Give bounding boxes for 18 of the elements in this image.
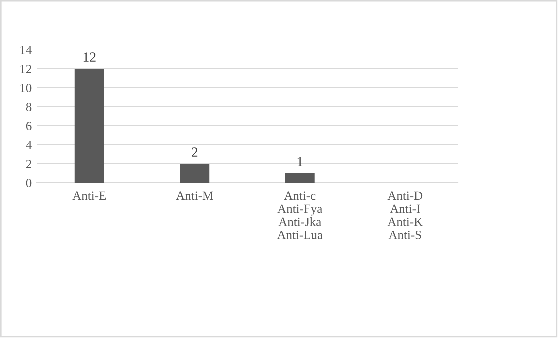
- x-tick-label: Anti-E: [72, 192, 106, 200]
- data-label: 1: [298, 157, 303, 166]
- y-tick-label: 6: [26, 122, 32, 130]
- x-tick-label: Anti-M: [176, 192, 214, 200]
- y-tick-label: 12: [20, 65, 32, 74]
- y-tick-label: 10: [20, 84, 32, 92]
- y-tick-label: 4: [26, 141, 32, 150]
- bar: [74, 69, 104, 183]
- bar: [285, 174, 315, 183]
- y-tick-label: 14: [20, 46, 32, 54]
- y-tick-label: 8: [26, 103, 32, 112]
- data-label: 12: [84, 52, 96, 62]
- y-tick-label: 2: [26, 160, 32, 168]
- x-tick-label: Anti-c Anti-Fya Anti-Jka Anti-Lua: [277, 192, 323, 240]
- data-label: 2: [192, 148, 198, 157]
- x-tick-label: Anti-D Anti-I Anti-K Anti-S: [388, 192, 423, 240]
- bar: [180, 164, 210, 183]
- y-tick-label: 0: [26, 179, 32, 188]
